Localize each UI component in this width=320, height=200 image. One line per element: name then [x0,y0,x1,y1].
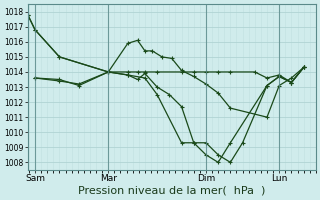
X-axis label: Pression niveau de la mer(  hPa  ): Pression niveau de la mer( hPa ) [78,186,266,196]
